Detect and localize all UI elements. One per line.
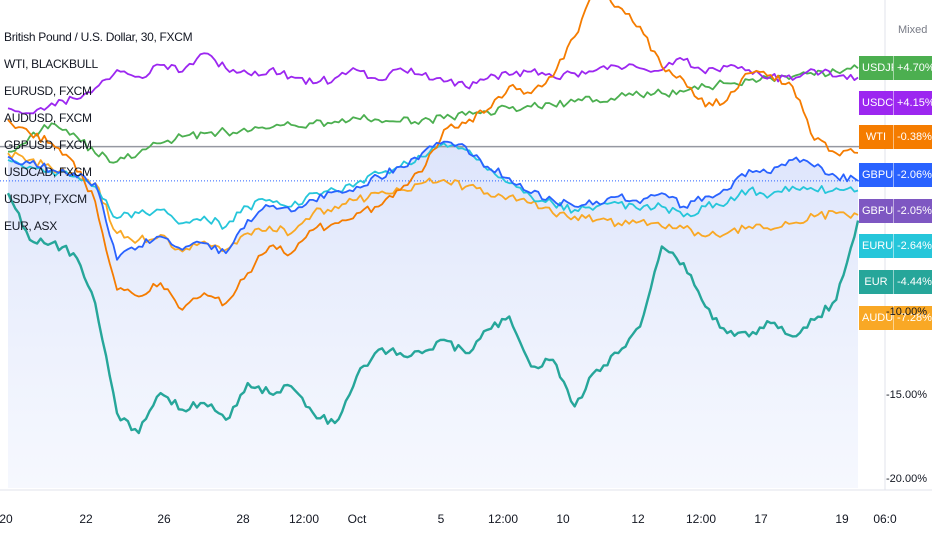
price-tag-change: -2.06% xyxy=(893,163,932,187)
main-series-area-layer xyxy=(8,141,858,488)
price-tag-usdcad[interactable]: USDCAD+4.15% xyxy=(859,91,932,115)
legend-entry-audusd[interactable]: AUDUSD, FXCM xyxy=(4,111,92,125)
price-tag-symbol: EUR xyxy=(864,276,888,288)
y-tick-label: -10.00% xyxy=(886,306,927,319)
price-tag-wti[interactable]: WTI -0.38% xyxy=(859,125,932,149)
price-tag-symbol: GBPUSD xyxy=(862,169,893,181)
gbpusd-area xyxy=(8,141,858,488)
price-tag-change: -2.05% xyxy=(893,199,932,223)
series-line-usdcad xyxy=(7,52,859,115)
x-tick-label: 12 xyxy=(631,512,645,526)
x-tick-label: 19 xyxy=(835,512,849,526)
x-tick-label: Oct xyxy=(347,512,367,526)
x-tick-label: 12:00 xyxy=(288,512,320,526)
scale-mode-label[interactable]: Mixed xyxy=(898,24,928,36)
price-tag-gbpusd2[interactable]: GBPUSD-2.05% xyxy=(859,199,932,223)
y-tick-label: -15.00% xyxy=(886,389,927,402)
series-line-wti xyxy=(7,0,859,311)
series-line-gbpusd xyxy=(7,140,859,261)
series-line-eur xyxy=(6,192,860,435)
price-tag-symbol: AUDUSD xyxy=(862,312,893,324)
series-lines-layer xyxy=(6,0,860,435)
price-tag-change: +4.70% xyxy=(893,56,932,80)
price-tag-change: +4.15% xyxy=(893,91,932,115)
x-tick-label: 17 xyxy=(754,512,768,526)
price-tag-symbol: USDCAD xyxy=(862,97,893,109)
price-tag-symbol: USDJPY xyxy=(862,62,893,74)
price-tag-eurusd[interactable]: EURUSD-2.64% xyxy=(859,234,932,258)
price-tag-change: -0.38% xyxy=(893,125,932,149)
legend-entry-eur[interactable]: EUR, ASX xyxy=(4,219,57,233)
legend-entry-usdcad[interactable]: USDCAD, FXCM xyxy=(4,165,92,179)
price-tag-change: -4.44% xyxy=(893,270,932,294)
x-tick-label: 28 xyxy=(236,512,250,526)
price-tag-gbpusd[interactable]: GBPUSD-2.06% xyxy=(859,163,932,187)
x-tick-label: 10 xyxy=(556,512,570,526)
price-tag-symbol: EURUSD xyxy=(862,240,893,252)
price-tag-change: -2.64% xyxy=(893,234,932,258)
legend-entry-eurusd[interactable]: EURUSD, FXCM xyxy=(4,84,92,98)
price-tag-eur[interactable]: EUR -4.44% xyxy=(859,270,932,294)
series-legend: British Pound / U.S. Dollar, 30, FXCM WT… xyxy=(4,24,193,240)
legend-entry-main[interactable]: British Pound / U.S. Dollar, 30, FXCM xyxy=(4,30,193,44)
x-tick-label: 06:0 xyxy=(873,512,897,526)
x-tick-label: 12:00 xyxy=(487,512,519,526)
legend-entry-gbpusd[interactable]: GBPUSD, FXCM xyxy=(4,138,92,152)
reference-lines-layer xyxy=(0,145,885,182)
x-tick-label: 26 xyxy=(157,512,171,526)
series-line-usdjpy xyxy=(7,64,859,164)
x-tick-label: 22 xyxy=(79,512,93,526)
price-tag-change: -7.28% xyxy=(893,306,932,330)
price-tag-audusd[interactable]: AUDUSD-7.28% xyxy=(859,306,932,330)
x-tick-label: 12:00 xyxy=(685,512,717,526)
x-tick-label: 5 xyxy=(437,512,445,526)
legend-entry-wti[interactable]: WTI, BLACKBULL xyxy=(4,57,98,71)
price-tag-usdjpy[interactable]: USDJPY+4.70% xyxy=(859,56,932,80)
series-line-audusd xyxy=(7,151,859,253)
price-tag-symbol: GBPUSD xyxy=(862,205,893,217)
y-tick-label: -20.00% xyxy=(886,472,927,485)
x-tick-label: 20 xyxy=(0,512,13,526)
price-tag-symbol: WTI xyxy=(865,131,887,143)
legend-entry-usdjpy[interactable]: USDJPY, FXCM xyxy=(4,192,87,206)
